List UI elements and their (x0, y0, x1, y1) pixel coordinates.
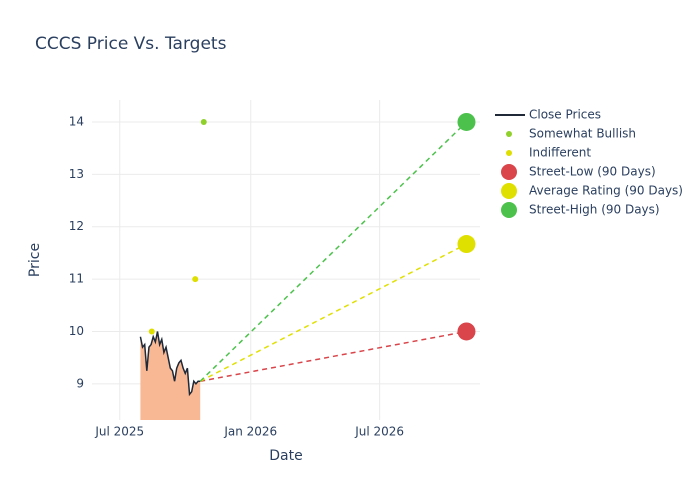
legend-swatch (506, 150, 512, 156)
legend-label[interactable]: Indifferent (529, 146, 591, 160)
legend-swatch (501, 164, 517, 180)
legend-label[interactable]: Somewhat Bullish (529, 127, 636, 141)
legend-label[interactable]: Street-High (90 Days) (529, 203, 660, 217)
y-tick-label: 14 (69, 114, 84, 128)
target-line (199, 121, 467, 382)
legend-label[interactable]: Street-Low (90 Days) (529, 165, 656, 179)
legend-label[interactable]: Close Prices (529, 108, 601, 122)
rating-point (148, 328, 155, 335)
x-tick-label: Jan 2026 (223, 425, 277, 439)
target-marker (457, 235, 476, 254)
price-area (140, 331, 201, 420)
y-axis-label: Price (27, 243, 43, 277)
rating-point (200, 118, 207, 125)
target-marker (457, 322, 476, 341)
legend-swatch (506, 131, 512, 137)
legend-swatch (501, 183, 517, 199)
x-axis-label: Date (269, 448, 302, 464)
y-tick-label: 9 (76, 376, 84, 390)
target-line (200, 330, 467, 382)
y-tick-label: 11 (69, 272, 84, 286)
target-line (199, 243, 467, 382)
y-tick-label: 10 (69, 324, 84, 338)
x-tick-label: Jul 2026 (354, 425, 404, 439)
y-tick-label: 12 (69, 219, 84, 233)
rating-point (192, 276, 199, 283)
x-tick-label: Jul 2025 (94, 425, 144, 439)
legend-label[interactable]: Average Rating (90 Days) (529, 184, 683, 198)
target-marker (457, 112, 476, 131)
legend-swatch (501, 202, 517, 218)
price-line (139, 331, 201, 397)
chart-title: CCCS Price Vs. Targets (35, 34, 227, 54)
y-tick-label: 13 (69, 167, 84, 181)
